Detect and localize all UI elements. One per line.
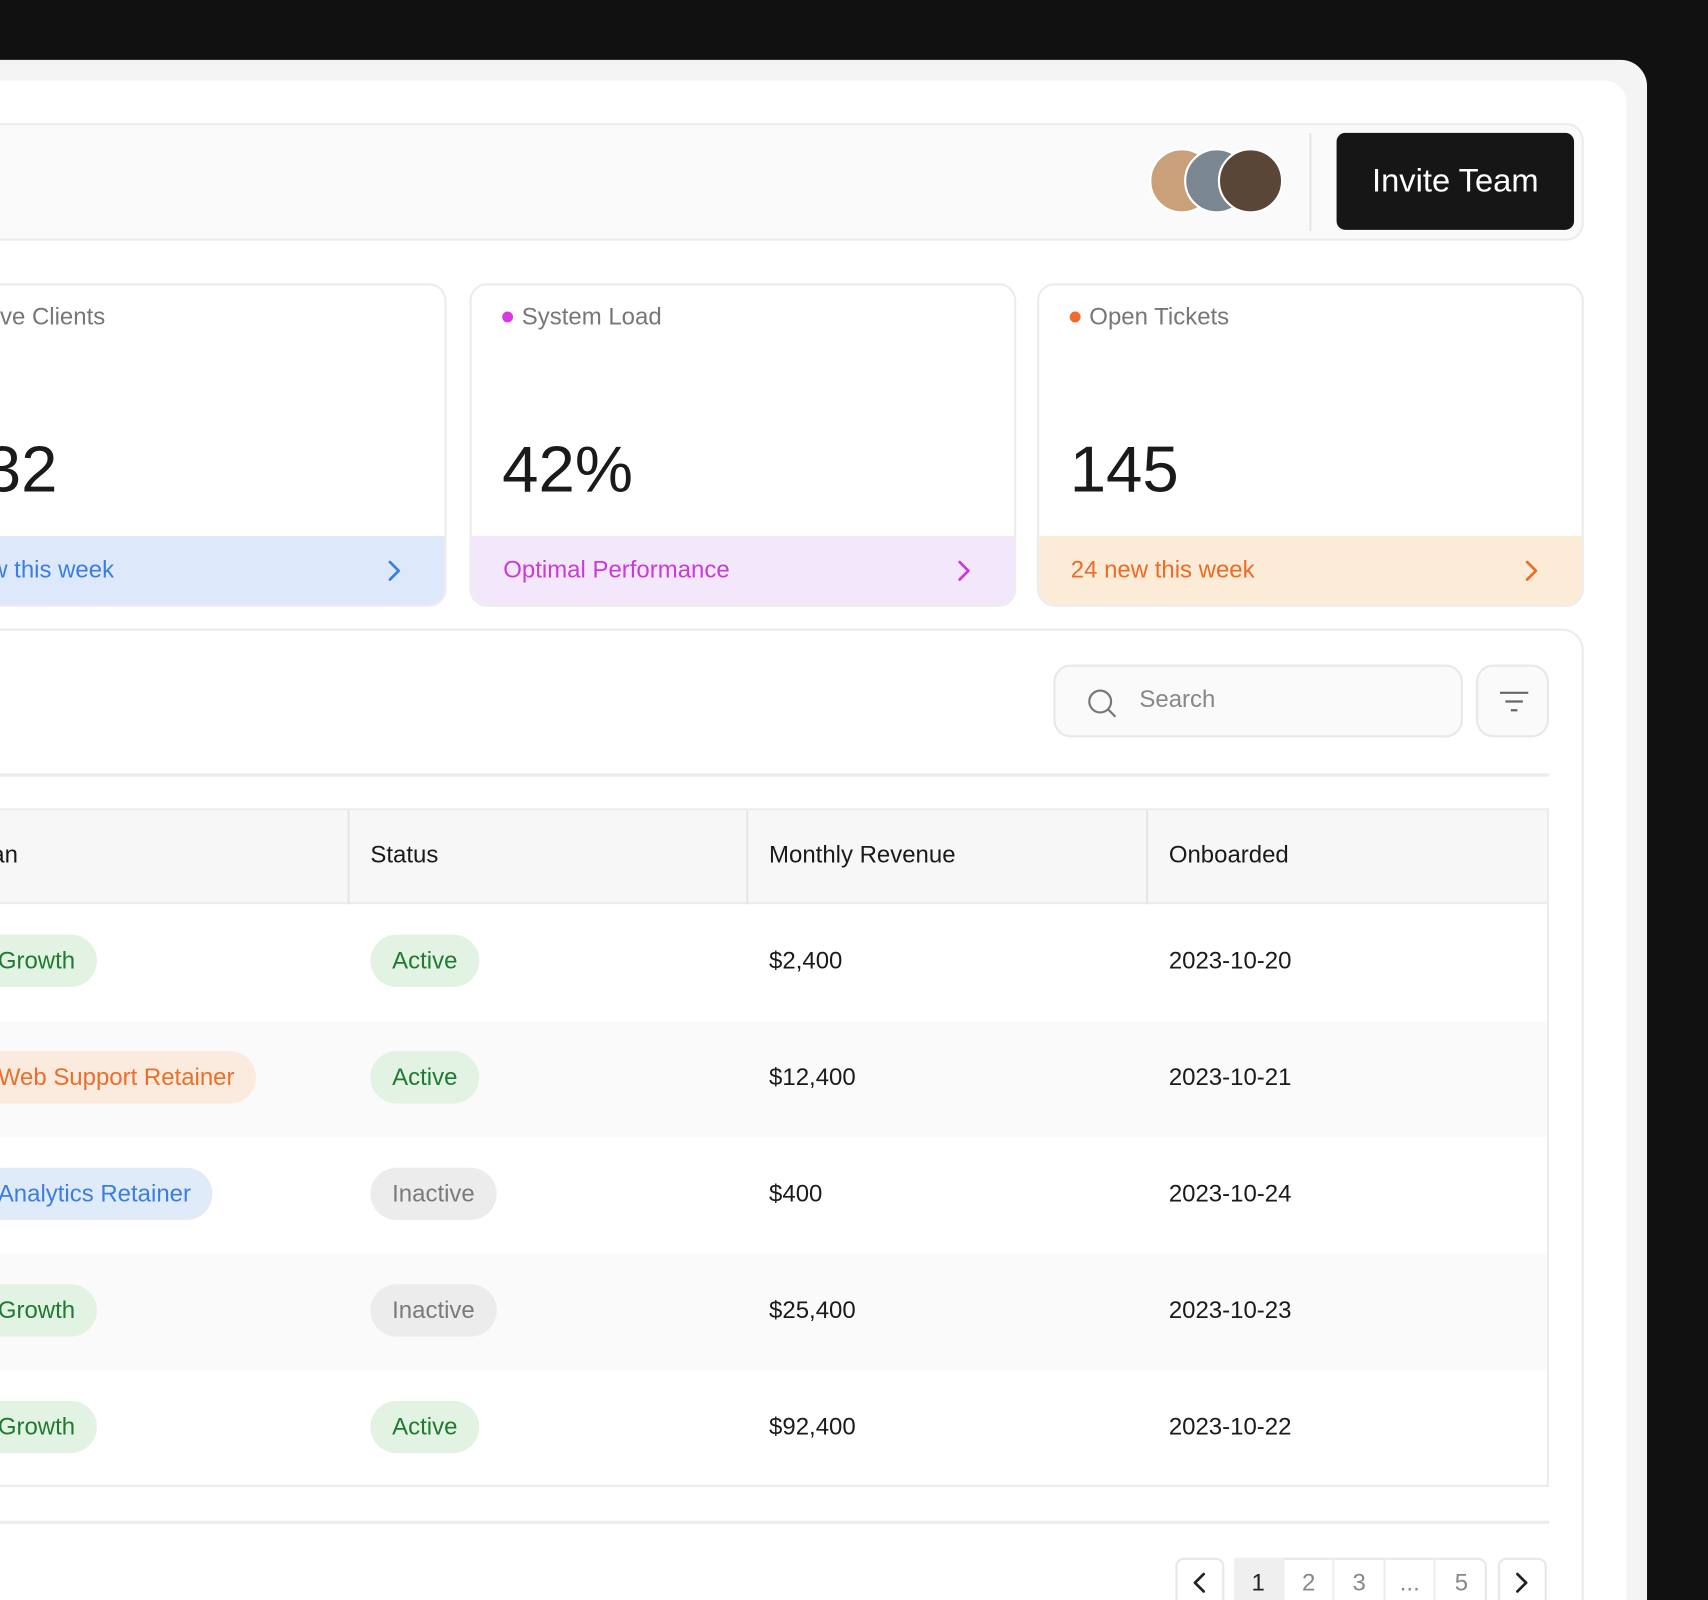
stat-value: 42% bbox=[502, 432, 633, 506]
column-divider bbox=[746, 810, 749, 905]
plan-pill: Web Support Retainer bbox=[0, 1051, 257, 1104]
column-header: Onboarded bbox=[1168, 840, 1289, 869]
page-button[interactable]: 1 bbox=[1234, 1557, 1285, 1600]
table-cell: 2023-10-22 bbox=[1168, 1412, 1292, 1441]
stat-label: ve Clients bbox=[0, 302, 106, 331]
status-dot bbox=[1069, 311, 1081, 323]
stat-footer[interactable] bbox=[471, 535, 1015, 605]
search-icon bbox=[1088, 689, 1117, 718]
table-cell: 2023-10-24 bbox=[1168, 1179, 1292, 1207]
table-cell: $400 bbox=[769, 1179, 823, 1207]
stat-footer[interactable] bbox=[0, 535, 445, 605]
chevron bbox=[958, 560, 970, 581]
status-pill: Active bbox=[370, 1051, 480, 1104]
plan-pill: Growth bbox=[0, 1400, 97, 1454]
table-cell: $25,400 bbox=[769, 1296, 856, 1324]
column-header: Monthly Revenue bbox=[769, 840, 956, 869]
column-header: an bbox=[0, 840, 18, 869]
search-placeholder: Search bbox=[1139, 685, 1216, 713]
search-box[interactable]: Search bbox=[1053, 664, 1463, 738]
table-cell: 2023-10-20 bbox=[1168, 946, 1292, 974]
separator bbox=[0, 1520, 1549, 1524]
table-cell: 2023-10-21 bbox=[1168, 1063, 1292, 1091]
filter-button[interactable] bbox=[1476, 664, 1549, 738]
stat-label: System Load bbox=[521, 302, 662, 331]
plan-pill: Analytics Retainer bbox=[0, 1167, 213, 1221]
row-bg bbox=[0, 1253, 1547, 1371]
filter-icon bbox=[1499, 691, 1529, 712]
header-bar bbox=[0, 123, 1584, 241]
stat-value: 145 bbox=[1069, 432, 1179, 506]
table-panel bbox=[0, 628, 1584, 1600]
avatar bbox=[1217, 148, 1284, 214]
column-divider bbox=[347, 810, 350, 905]
stat-footer-text: w this week bbox=[0, 555, 115, 583]
chevron bbox=[1516, 1572, 1528, 1593]
table-cell: $2,400 bbox=[769, 946, 843, 974]
prev-button[interactable] bbox=[1175, 1557, 1225, 1600]
stat-footer-text: Optimal Performance bbox=[503, 555, 730, 583]
row-bg bbox=[0, 1020, 1547, 1138]
separator bbox=[0, 773, 1549, 777]
status-pill: Active bbox=[370, 934, 480, 987]
table-cell: $92,400 bbox=[769, 1412, 856, 1441]
table bbox=[0, 808, 1549, 1487]
column-header: Status bbox=[370, 840, 439, 869]
chevron bbox=[1525, 560, 1538, 581]
status-pill: Inactive bbox=[370, 1167, 497, 1221]
status-pill: Active bbox=[370, 1400, 480, 1454]
chevron bbox=[388, 560, 401, 581]
page-button[interactable]: 5 bbox=[1454, 1568, 1469, 1596]
table-cell: $12,400 bbox=[769, 1063, 856, 1091]
status-pill: Inactive bbox=[370, 1284, 497, 1337]
stat-footer-text: 24 new this week bbox=[1070, 555, 1255, 583]
page-button[interactable]: 2 bbox=[1285, 1557, 1335, 1600]
divider bbox=[1309, 132, 1312, 231]
status-dot bbox=[502, 311, 514, 323]
page-button[interactable]: ... bbox=[1386, 1557, 1436, 1600]
chevron bbox=[1193, 1572, 1206, 1593]
stat-footer[interactable] bbox=[1039, 535, 1582, 605]
plan-pill: Growth bbox=[0, 1284, 97, 1337]
next-button[interactable] bbox=[1497, 1557, 1547, 1600]
column-divider bbox=[1145, 810, 1149, 905]
plan-pill: Growth bbox=[0, 934, 97, 987]
table-cell: 2023-10-23 bbox=[1168, 1296, 1292, 1324]
stat-value: 32 bbox=[0, 432, 58, 506]
stat-label: Open Tickets bbox=[1089, 302, 1230, 331]
header-row bbox=[0, 810, 1547, 905]
invite-button[interactable]: Invite Team bbox=[1336, 132, 1575, 230]
page-button[interactable]: 3 bbox=[1335, 1557, 1386, 1600]
